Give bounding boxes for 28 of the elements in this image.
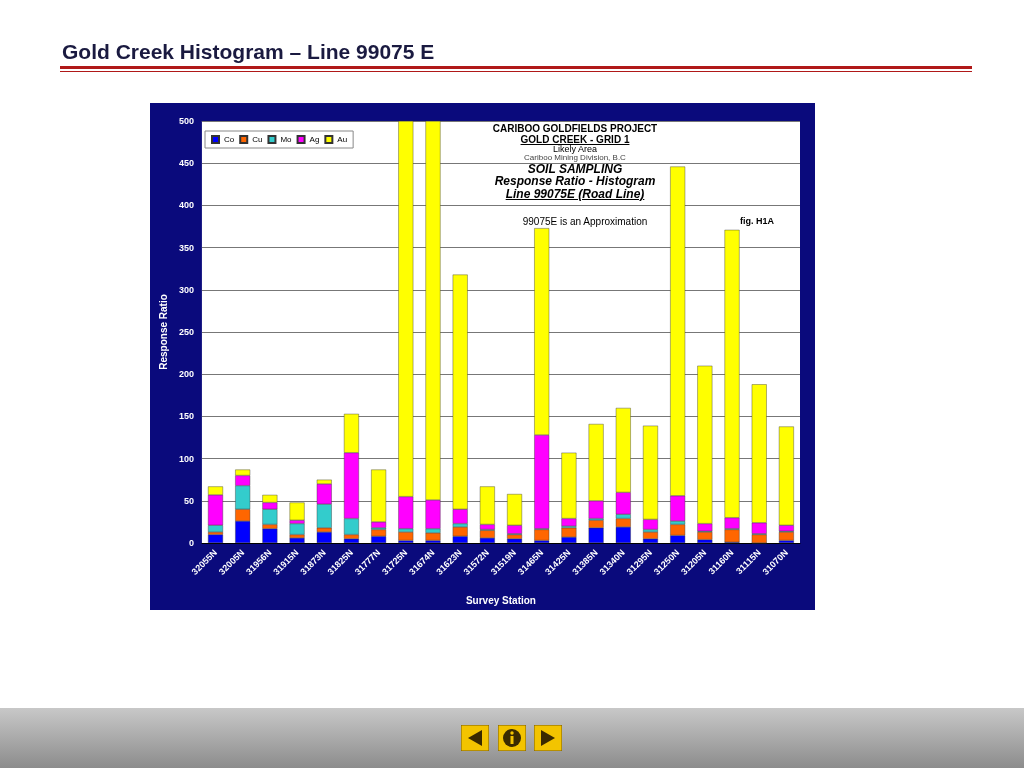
legend-label: Cu (252, 135, 263, 144)
y-tick-label: 50 (183, 495, 194, 506)
y-axis-title: Response Ratio (157, 294, 169, 370)
y-tick-label: 100 (178, 453, 194, 464)
annotation: fig. H1A (740, 216, 775, 226)
annotation: GOLD CREEK - GRID 1 (519, 133, 631, 145)
legend-label: Mo (280, 135, 293, 144)
x-axis-title: Survey Station (465, 594, 536, 606)
y-tick-label: 400 (178, 200, 194, 211)
y-tick-label: 200 (178, 369, 194, 380)
annotation: 99075E is an Approximation (521, 216, 649, 227)
legend-label: Au (337, 135, 348, 144)
annotation: Response Ratio - Histogram (493, 174, 657, 189)
annotation: Cariboo Mining Division, B.C (523, 153, 627, 163)
y-tick-label: 500 (178, 116, 194, 126)
legend-label: Co (224, 135, 235, 144)
annotation: Line 99075E (Road Line) (505, 187, 645, 202)
y-tick-label: 300 (178, 284, 194, 295)
y-tick-label: 250 (178, 327, 194, 337)
y-tick-label: 0 (188, 538, 194, 548)
y-tick-label: 450 (178, 158, 194, 169)
annotation: SOIL SAMPLING (526, 161, 624, 176)
y-tick-label: 350 (178, 242, 194, 253)
annotation: CARIBOO GOLDFIELDS PROJECT (491, 123, 659, 135)
y-tick-label: 150 (178, 411, 194, 422)
legend-label: Ag (309, 135, 320, 144)
annotation: Likely Area (552, 144, 598, 154)
chart-title: Gold Creek Histogram – Line 99075 E (62, 40, 435, 64)
